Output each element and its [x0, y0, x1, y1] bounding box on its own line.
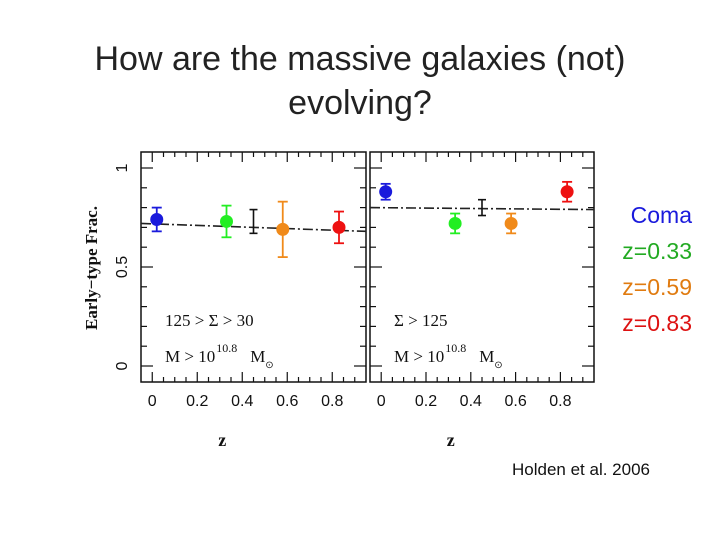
x-tick-label-3: 0.6 — [276, 393, 298, 410]
x-tick-label-4: 0.8 — [321, 393, 343, 410]
data-point-2 — [276, 222, 290, 236]
mass-cut-label: M > 10 — [165, 347, 215, 366]
data-point-0 — [150, 212, 164, 226]
x-axis-label: z — [447, 430, 455, 450]
x-tick-label-1: 0.2 — [186, 393, 208, 410]
y-tick-label-1: 0.5 — [114, 256, 131, 278]
legend-entry-z083: z=0.83 — [622, 310, 692, 336]
legend-entry-coma: Coma — [630, 202, 692, 228]
legend-entry-z033: z=0.33 — [622, 238, 692, 264]
x-tick-label-1: 0.2 — [415, 393, 437, 410]
mass-unit-label: M — [479, 347, 494, 366]
mass-unit-label: M — [250, 347, 265, 366]
x-tick-label-3: 0.6 — [504, 393, 526, 410]
slide-title-line-2: evolving? — [288, 84, 432, 122]
slide-title-line-1: How are the massive galaxies (not) — [94, 40, 626, 78]
mass-unit-subscript: ⊙ — [494, 360, 502, 371]
x-tick-label-2: 0.4 — [460, 393, 482, 410]
x-tick-label-4: 0.8 — [549, 393, 571, 410]
data-point-1 — [448, 216, 462, 230]
data-point-0 — [379, 185, 393, 199]
x-axis-label: z — [218, 430, 226, 450]
panel-2: 0 0.2 0.4 0.6 0.8 z Σ > 125 M > 10 10.8 M ⊙ — [369, 151, 595, 450]
y-axis-label: Early−type Frac. — [82, 206, 101, 330]
y-tick-label-2: 1 — [114, 163, 131, 172]
y-tick-label-0: 0 — [114, 361, 131, 370]
x-tick-label-2: 0.4 — [231, 393, 253, 410]
density-cut-label: Σ > 125 — [394, 311, 447, 330]
mass-exponent-label: 10.8 — [216, 341, 237, 355]
density-cut-label: 125 > Σ > 30 — [165, 311, 254, 330]
x-tick-label-0: 0 — [377, 393, 386, 410]
mass-cut-label: M > 10 — [394, 347, 444, 366]
mass-unit-subscript: ⊙ — [265, 360, 273, 371]
data-point-3 — [560, 185, 574, 199]
data-point-2 — [504, 216, 518, 230]
legend-entry-z059: z=0.59 — [622, 274, 692, 300]
data-point-3 — [332, 220, 346, 234]
panel-1: 0 0.2 0.4 0.6 0.8 z 125 > Σ > 30 M > 10 10.8 M ⊙ — [140, 151, 367, 450]
citation: Holden et al. 2006 — [512, 460, 650, 479]
data-point-1 — [220, 214, 233, 228]
mass-exponent-label: 10.8 — [445, 341, 466, 355]
x-tick-label-0: 0 — [148, 393, 157, 410]
